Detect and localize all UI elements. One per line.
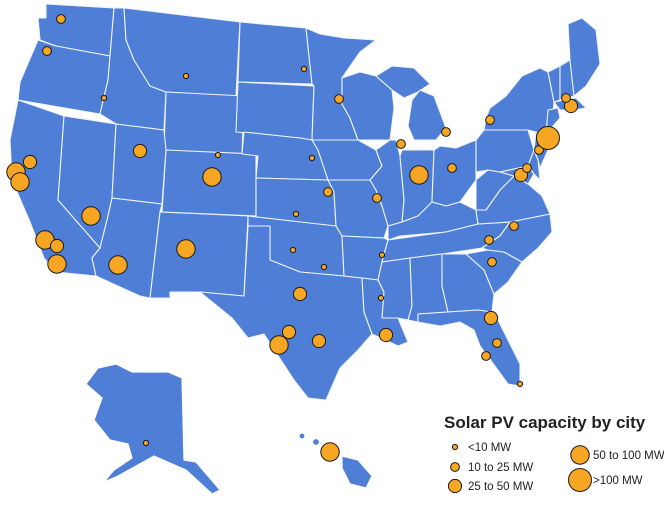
legend-items: <10 MW 10 to 25 MW 25 to 50 MW 50 to 100 MW… [447,442,664,494]
city-marker [142,439,150,447]
state-hawaii-oahu [311,437,321,447]
state-michigan-lower [407,89,447,141]
state-ohio [431,139,477,207]
state-alaska [85,363,221,495]
states-layer [9,3,601,495]
city-marker [447,163,457,173]
city-marker [372,193,382,203]
city-marker [132,143,148,159]
city-marker [47,254,67,274]
city-marker [300,65,308,73]
city-marker [484,235,494,245]
city-marker [522,163,532,173]
city-marker [292,286,308,302]
city-marker [182,72,190,80]
state-north-dakota [237,21,313,85]
city-marker [311,333,327,349]
state-florida [417,309,521,387]
city-marker [509,221,519,231]
city-marker [202,167,222,187]
legend-item: 50 to 100 MW [570,445,664,465]
legend-item: >100 MW [568,468,643,492]
legend-label: 25 to 50 MW [468,481,533,493]
city-marker [334,94,344,104]
state-south-dakota [235,81,315,141]
state-hawaii-kauai [298,432,306,440]
legend-item: <10 MW [451,442,511,454]
state-new-mexico [149,211,249,299]
state-utah [111,123,167,205]
state-michigan [375,65,431,99]
legend-swatch [450,462,460,472]
legend-swatch [451,443,459,451]
city-markers-layer [6,14,579,462]
city-marker [214,151,222,159]
city-marker [481,351,491,361]
city-marker [563,98,579,114]
city-marker [10,172,30,192]
state-north-carolina [481,213,553,263]
state-new-york [483,67,555,135]
city-marker [81,206,101,226]
city-marker [292,210,300,218]
state-arizona [91,197,163,299]
city-marker [320,442,340,462]
legend-item: 10 to 25 MW [450,462,533,474]
city-marker [56,14,66,24]
city-marker [289,246,297,254]
city-marker [516,380,524,388]
city-marker [176,239,196,259]
legend-swatch [570,445,590,465]
city-marker [396,139,406,149]
state-maine [567,17,601,97]
city-marker [281,324,297,340]
legend-label: <10 MW [468,442,511,454]
city-marker [378,251,386,259]
city-marker [536,126,560,150]
city-marker [42,46,52,56]
city-marker [22,154,38,170]
legend-label: 10 to 25 MW [468,462,533,474]
city-marker [485,115,495,125]
city-marker [492,338,502,348]
state-wisconsin [341,71,395,141]
legend-label: >100 MW [593,475,643,487]
legend-swatch [447,478,463,494]
city-marker [269,335,289,355]
city-marker [409,165,429,185]
city-marker [561,93,571,103]
legend: Solar PV capacity by city <10 MW 10 to 25… [444,413,664,494]
city-marker [483,310,499,326]
city-marker [100,94,108,102]
city-marker [320,263,328,271]
state-mississippi [377,257,413,321]
state-hawaii-big-island [341,455,373,489]
legend-title: Solar PV capacity by city [444,413,646,432]
state-wyoming [163,91,245,155]
city-marker [378,327,394,343]
city-marker [108,255,128,275]
city-marker [323,187,333,197]
legend-item: 25 to 50 MW [447,478,533,494]
city-marker [308,154,316,162]
legend-swatch [568,468,592,492]
city-marker [487,257,497,267]
city-marker [49,238,65,254]
legend-label: 50 to 100 MW [593,450,664,462]
city-marker [441,127,451,137]
city-marker [377,294,385,302]
